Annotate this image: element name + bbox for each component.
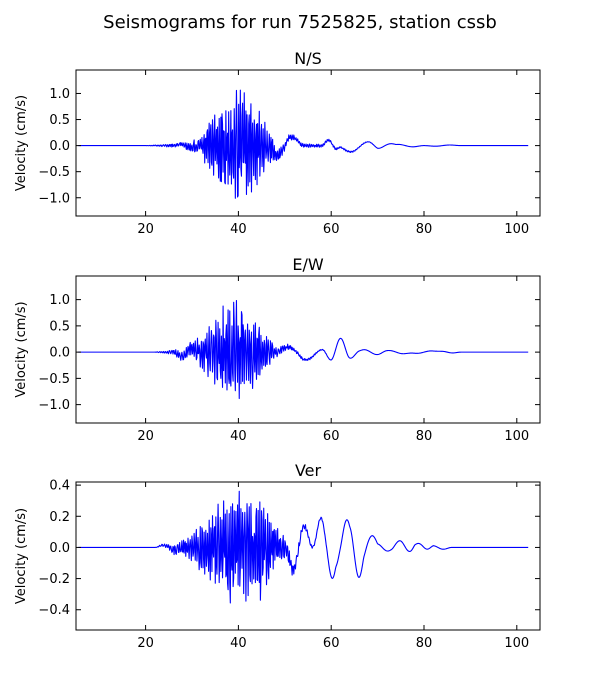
y-tick-label: −0.5 (38, 165, 70, 180)
figure-title: Seismograms for run 7525825, station css… (103, 12, 497, 33)
x-tick-label: 100 (504, 222, 529, 237)
x-tick-label: 80 (416, 429, 433, 444)
plot-frame (75, 481, 541, 631)
x-tick-label: 20 (137, 222, 154, 237)
x-tick-label: 60 (323, 222, 340, 237)
x-tick-label: 40 (230, 222, 247, 237)
panel-title: N/S (294, 49, 322, 68)
y-tick-label: 0.0 (49, 346, 70, 361)
y-tick-label: 0.5 (49, 113, 70, 128)
y-axis-label: Velocity (cm/s) (14, 508, 29, 604)
y-tick-label: 0.4 (49, 479, 70, 494)
y-tick-label: 0.0 (49, 541, 70, 556)
x-tick-label: 80 (416, 222, 433, 237)
y-tick-label: −0.2 (38, 572, 70, 587)
x-tick-label: 20 (137, 636, 154, 651)
y-tick-label: −0.5 (38, 372, 70, 387)
series-line (78, 299, 529, 400)
x-tick-label: 100 (504, 429, 529, 444)
y-tick-label: 0.5 (49, 319, 70, 334)
series-line (78, 490, 529, 604)
panel-3: Ver Velocity (cm/s) 20 40 60 80 100 −0.4 −0.2 0.0… (14, 461, 541, 651)
y-tick-label: 1.0 (49, 87, 70, 102)
panel-2: E/W Velocity (cm/s) 20 40 60 80 100 −1.0 −0.5 0.0… (14, 255, 541, 444)
y-axis-label: Velocity (cm/s) (14, 301, 29, 397)
y-axis-label: Velocity (cm/s) (14, 95, 29, 191)
x-tick-label: 20 (137, 429, 154, 444)
x-tick-label: 40 (230, 429, 247, 444)
series-line (78, 89, 529, 199)
y-tick-label: −0.4 (38, 603, 70, 618)
plot-frame (75, 69, 541, 217)
y-tick-label: 0.2 (49, 510, 70, 525)
x-tick-label: 100 (504, 636, 529, 651)
x-tick-label: 40 (230, 636, 247, 651)
y-tick-label: −1.0 (38, 191, 70, 206)
panel-title: Ver (295, 461, 322, 480)
panel-title: E/W (292, 255, 324, 274)
y-tick-label: 1.0 (49, 293, 70, 308)
y-tick-label: −1.0 (38, 398, 70, 413)
y-tick-label: 0.0 (49, 139, 70, 154)
plot-frame (75, 275, 541, 424)
panels: N/S Velocity (cm/s) 20 40 60 80 100 −1.0 −0.5 0.0… (14, 49, 541, 651)
x-tick-label: 80 (416, 636, 433, 651)
panel-1: N/S Velocity (cm/s) 20 40 60 80 100 −1.0 −0.5 0.0… (14, 49, 541, 237)
x-tick-label: 60 (323, 429, 340, 444)
x-tick-label: 60 (323, 636, 340, 651)
